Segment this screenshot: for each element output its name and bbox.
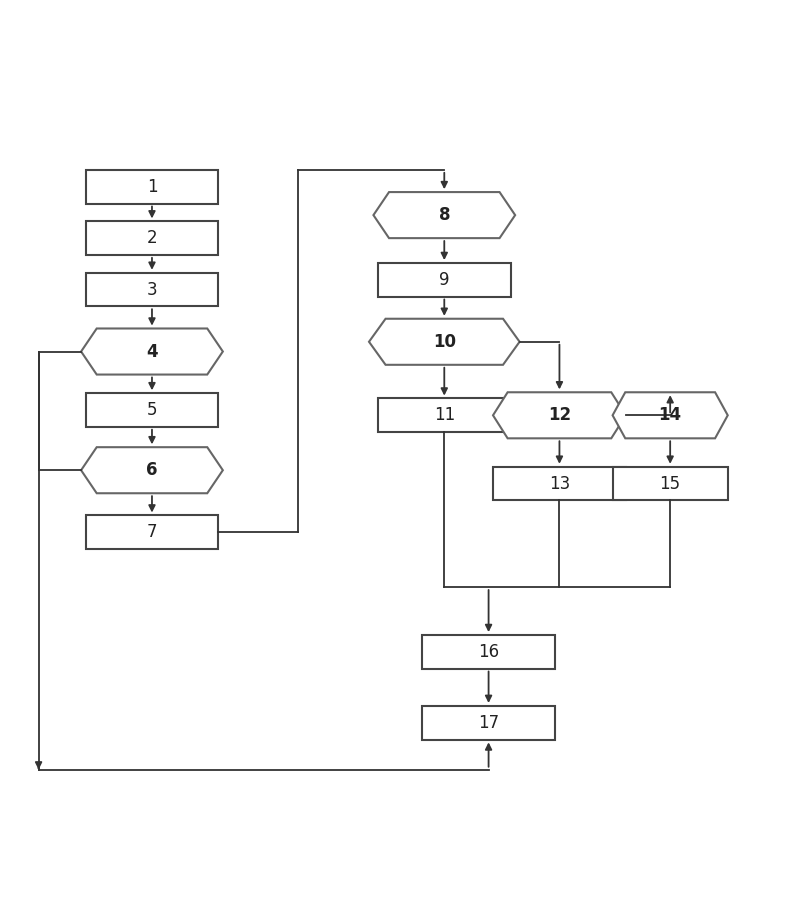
Text: 16: 16 — [478, 643, 499, 661]
Polygon shape — [81, 329, 223, 375]
FancyBboxPatch shape — [86, 222, 218, 255]
Polygon shape — [613, 392, 728, 438]
Text: 15: 15 — [660, 474, 681, 492]
Text: 3: 3 — [146, 281, 158, 299]
Text: 13: 13 — [549, 474, 570, 492]
Text: 1: 1 — [146, 177, 158, 195]
Text: 12: 12 — [548, 406, 571, 424]
FancyBboxPatch shape — [422, 706, 555, 739]
Text: 8: 8 — [438, 206, 450, 224]
Polygon shape — [81, 447, 223, 493]
Text: 9: 9 — [439, 271, 450, 289]
FancyBboxPatch shape — [613, 467, 728, 500]
FancyBboxPatch shape — [378, 263, 510, 297]
Polygon shape — [369, 319, 519, 365]
Text: 7: 7 — [146, 523, 158, 541]
FancyBboxPatch shape — [378, 398, 510, 432]
Text: 10: 10 — [433, 333, 456, 351]
Text: 2: 2 — [146, 229, 158, 247]
Text: 4: 4 — [146, 342, 158, 360]
FancyBboxPatch shape — [86, 170, 218, 204]
Text: 14: 14 — [658, 406, 682, 424]
Text: 11: 11 — [434, 406, 455, 424]
FancyBboxPatch shape — [86, 393, 218, 427]
Polygon shape — [374, 192, 515, 238]
FancyBboxPatch shape — [422, 635, 555, 669]
Polygon shape — [493, 392, 626, 438]
FancyBboxPatch shape — [86, 515, 218, 549]
Text: 5: 5 — [146, 401, 158, 419]
Text: 17: 17 — [478, 714, 499, 731]
Text: 6: 6 — [146, 462, 158, 480]
FancyBboxPatch shape — [86, 272, 218, 307]
FancyBboxPatch shape — [493, 467, 626, 500]
